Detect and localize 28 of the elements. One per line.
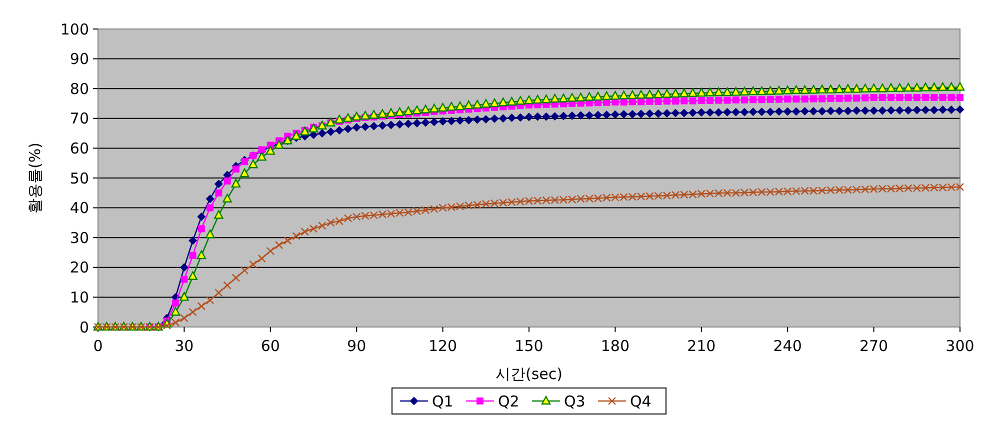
x-tick-label: 0 bbox=[93, 337, 103, 355]
x-tick-label: 30 bbox=[174, 337, 194, 355]
legend-label: Q3 bbox=[564, 392, 586, 410]
x-tick-label: 150 bbox=[514, 337, 544, 355]
y-tick-label: 30 bbox=[70, 228, 89, 247]
y-tick-label: 100 bbox=[60, 20, 89, 38]
legend-label: Q1 bbox=[432, 392, 454, 410]
y-tick-label: 80 bbox=[70, 80, 89, 98]
y-axis-title: 활용률(%) bbox=[26, 142, 44, 214]
y-tick-label: 50 bbox=[70, 169, 89, 188]
y-tick-label: 90 bbox=[70, 50, 89, 68]
y-tick-label: 70 bbox=[70, 110, 89, 128]
x-tick-label: 240 bbox=[773, 337, 802, 355]
x-tick-label: 60 bbox=[260, 337, 280, 355]
y-tick-label: 10 bbox=[70, 288, 89, 306]
y-tick-label: 60 bbox=[70, 139, 89, 158]
y-tick-label: 0 bbox=[79, 318, 89, 336]
legend-label: Q2 bbox=[498, 392, 520, 410]
y-tick-label: 40 bbox=[70, 199, 89, 218]
x-tick-label: 120 bbox=[428, 337, 458, 355]
x-tick-label: 180 bbox=[600, 337, 630, 355]
y-tick-label: 20 bbox=[70, 258, 89, 277]
x-tick-label: 210 bbox=[687, 337, 716, 355]
x-tick-label: 90 bbox=[347, 337, 366, 355]
legend-label: Q4 bbox=[630, 392, 652, 410]
x-axis-title: 시간(sec) bbox=[496, 365, 562, 383]
x-tick-label: 270 bbox=[859, 337, 888, 355]
x-tick-label: 300 bbox=[946, 337, 974, 355]
